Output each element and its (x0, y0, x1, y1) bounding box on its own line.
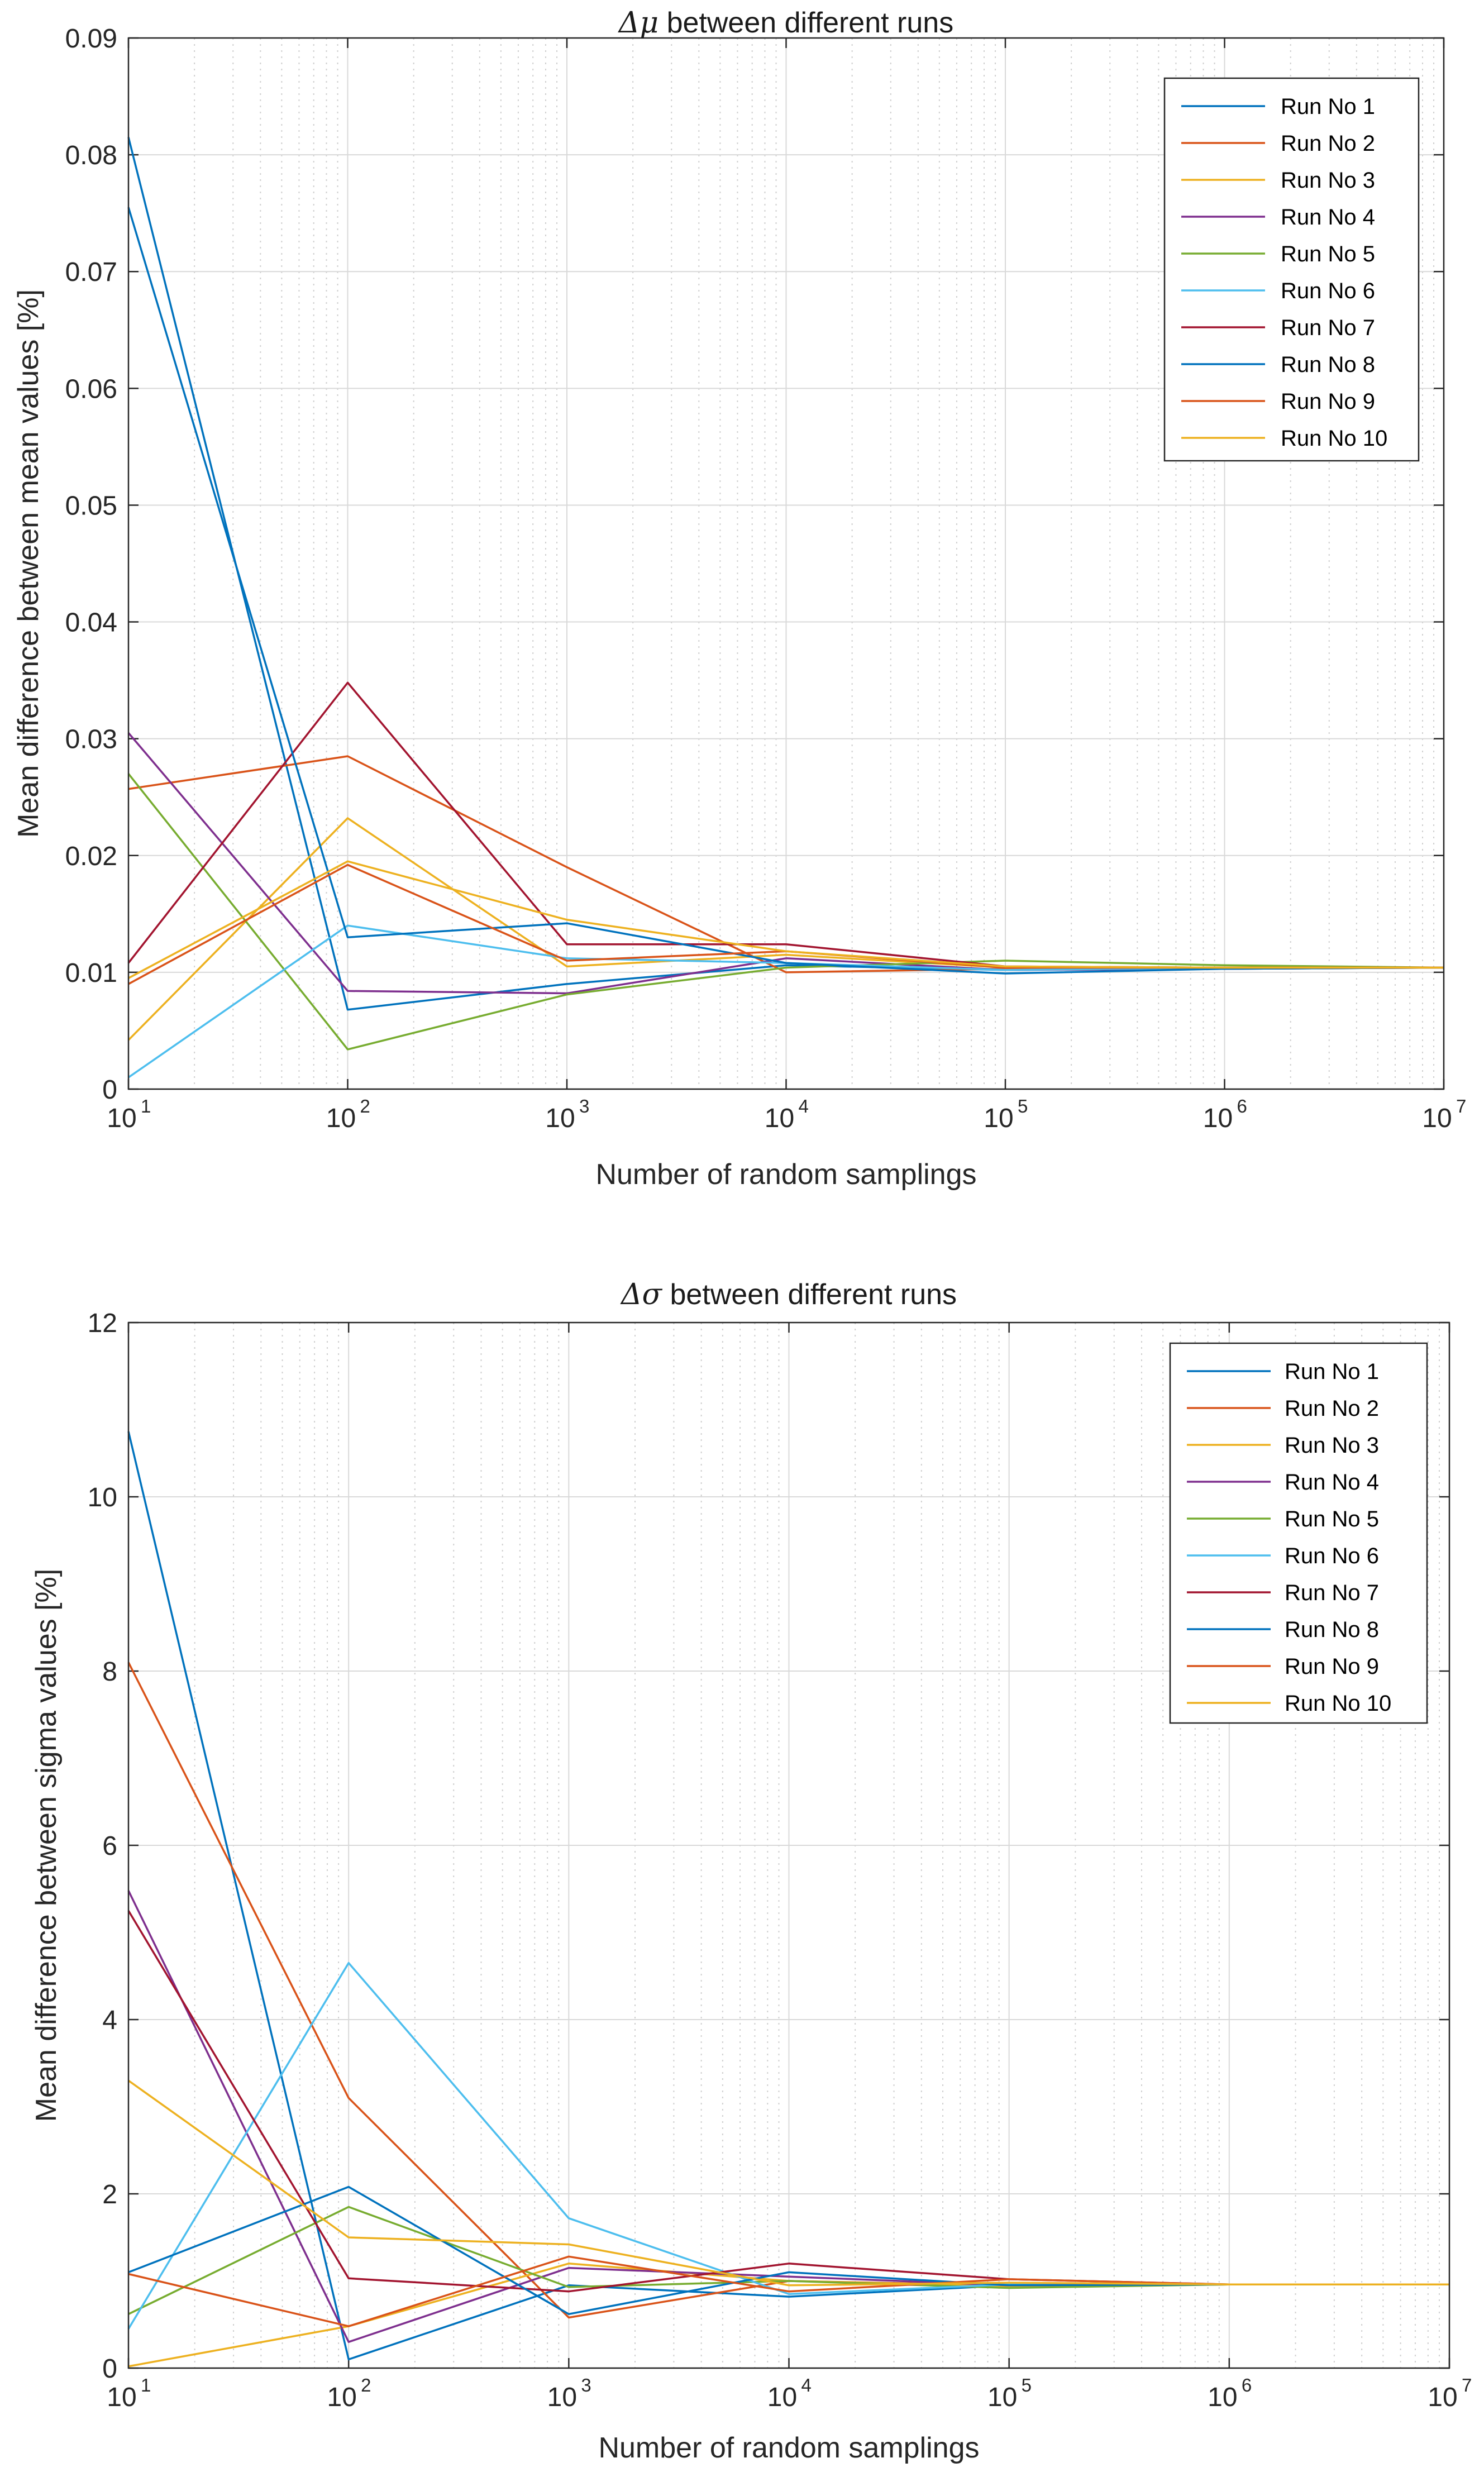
series-line-8 (127, 207, 1444, 975)
x-tick-label: 10 (1428, 2383, 1457, 2412)
chart-title: Δσ between different runs (620, 1278, 957, 1311)
x-tick-exponent: 2 (360, 1096, 370, 1116)
x-tick-exponent: 1 (141, 2375, 151, 2395)
legend-label: Run No 6 (1281, 279, 1375, 303)
x-tick-label: 10 (1208, 2383, 1237, 2412)
legend-label: Run No 7 (1285, 1581, 1379, 1605)
x-axis-label: Number of random samplings (595, 1158, 976, 1191)
y-tick-label: 0 (102, 2354, 117, 2384)
x-tick-exponent: 1 (141, 1096, 151, 1116)
legend-label: Run No 8 (1285, 1617, 1379, 1642)
series-line-10 (127, 2079, 1449, 2287)
x-tick-label: 10 (987, 2383, 1017, 2412)
x-tick-label: 10 (107, 2383, 136, 2412)
x-tick-exponent: 4 (799, 1096, 809, 1116)
y-axis-label: Mean difference between mean values [%] (12, 289, 45, 838)
x-tick-label: 10 (326, 1104, 356, 1133)
y-tick-label: 0.06 (65, 374, 117, 404)
y-tick-label: 2 (102, 2180, 117, 2209)
x-tick-exponent: 4 (801, 2375, 812, 2395)
legend-label: Run No 10 (1281, 426, 1387, 451)
y-tick-label: 0.09 (65, 24, 117, 54)
legend-label: Run No 7 (1281, 316, 1375, 340)
legend-label: Run No 9 (1281, 389, 1375, 414)
title-text: between different runs (662, 1278, 957, 1311)
x-tick-exponent: 6 (1242, 2375, 1252, 2395)
y-tick-label: 0.04 (65, 608, 117, 638)
legend-label: Run No 8 (1281, 352, 1375, 377)
legend-box (1163, 77, 1420, 462)
y-tick-label: 0.05 (65, 491, 117, 521)
title-symbol: Δσ (620, 1278, 663, 1311)
legend-box (1169, 1342, 1428, 1724)
x-tick-exponent: 5 (1018, 1096, 1028, 1116)
legend-label: Run No 1 (1281, 94, 1375, 119)
y-tick-label: 12 (88, 1309, 117, 1338)
x-tick-label: 10 (1203, 1104, 1233, 1133)
legend-label: Run No 4 (1285, 1470, 1379, 1495)
chart-panel-1: 10 1 10 2 10 3 10 4 10 5 10 6 10 700.010.020.030.040.… (12, 6, 1466, 1191)
x-tick-exponent: 6 (1237, 1096, 1247, 1116)
legend-label: Run No 6 (1285, 1544, 1379, 1568)
x-tick-exponent: 7 (1462, 2375, 1472, 2395)
legend: Run No 1 Run No 2 Run No 3 Run No 4 Run No 5… (1169, 1342, 1428, 1724)
x-tick-label: 10 (765, 1104, 794, 1133)
series-line-10 (128, 860, 1444, 979)
legend-label: Run No 10 (1285, 1691, 1391, 1716)
y-tick-label: 0.08 (65, 141, 117, 170)
x-tick-label: 10 (545, 1104, 575, 1133)
axes-box (127, 37, 1445, 1090)
legend-label: Run No 1 (1285, 1359, 1379, 1384)
x-tick-exponent: 3 (579, 1096, 589, 1116)
y-tick-label: 6 (102, 1831, 117, 1861)
legend-label: Run No 9 (1285, 1654, 1379, 1679)
legend: Run No 1 Run No 2 Run No 3 Run No 4 Run No 5… (1163, 77, 1420, 462)
y-axis-label: Mean difference between sigma values [%] (30, 1569, 63, 2122)
axes-box (127, 1321, 1450, 2369)
y-tick-label: 0.03 (65, 725, 117, 755)
x-tick-label: 10 (547, 2383, 577, 2412)
y-tick-label: 0 (102, 1075, 117, 1105)
x-tick-label: 10 (1422, 1104, 1452, 1133)
y-tick-label: 0.02 (65, 842, 117, 871)
y-tick-label: 4 (102, 2006, 117, 2035)
legend-label: Run No 4 (1281, 205, 1375, 230)
chart-title: Δμ between different runs (618, 6, 953, 40)
legend-label: Run No 2 (1281, 131, 1375, 156)
title-symbol: Δμ (618, 6, 659, 40)
legend-label: Run No 5 (1285, 1507, 1379, 1531)
series-line-5 (127, 773, 1444, 1051)
x-tick-exponent: 2 (361, 2375, 371, 2395)
y-tick-label: 0.07 (65, 257, 117, 287)
x-axis-label: Number of random samplings (598, 2432, 979, 2464)
y-tick-label: 0.01 (65, 958, 117, 988)
y-tick-label: 8 (102, 1657, 117, 1687)
legend-label: Run No 5 (1281, 242, 1375, 266)
y-tick-label: 10 (88, 1483, 117, 1512)
x-tick-exponent: 3 (581, 2375, 591, 2395)
legend-label: Run No 2 (1285, 1396, 1379, 1421)
x-tick-label: 10 (107, 1104, 136, 1133)
x-tick-label: 10 (984, 1104, 1013, 1133)
legend-label: Run No 3 (1281, 168, 1375, 193)
title-text: between different runs (659, 7, 953, 39)
x-tick-label: 10 (327, 2383, 356, 2412)
x-tick-exponent: 7 (1456, 1096, 1466, 1116)
x-tick-label: 10 (767, 2383, 797, 2412)
legend-label: Run No 3 (1285, 1433, 1379, 1458)
x-tick-exponent: 5 (1022, 2375, 1032, 2395)
